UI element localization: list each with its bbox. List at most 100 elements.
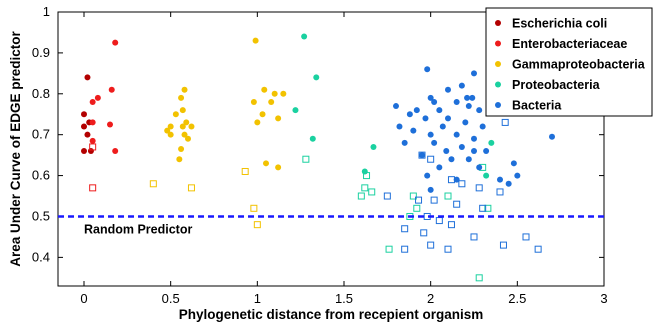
data-point-gammaproteobacteria bbox=[268, 98, 275, 105]
data-point-escherichia-coli bbox=[84, 74, 91, 81]
legend-label-escherichia-coli: Escherichia coli bbox=[512, 17, 607, 31]
data-point-gammaproteobacteria bbox=[178, 94, 185, 101]
y-tick-label: 0.9 bbox=[32, 45, 50, 60]
data-point-open-proteobacteria bbox=[444, 192, 452, 200]
data-point-proteobacteria bbox=[309, 135, 316, 142]
legend-label-gammaproteobacteria: Gammaproteobacteria bbox=[512, 58, 646, 72]
data-point-open-proteobacteria bbox=[361, 184, 369, 192]
data-point-bacteria bbox=[436, 164, 443, 171]
data-point-bacteria bbox=[469, 94, 476, 101]
data-point-gammaproteobacteria bbox=[275, 164, 282, 171]
legend-box bbox=[485, 7, 653, 117]
data-point-bacteria bbox=[436, 107, 443, 114]
data-point-open-bacteria bbox=[401, 245, 409, 253]
data-point-gammaproteobacteria bbox=[164, 127, 171, 134]
y-tick-label: 0.6 bbox=[32, 168, 50, 183]
data-point-open-proteobacteria bbox=[385, 245, 393, 253]
data-point-gammaproteobacteria bbox=[263, 160, 269, 167]
data-point-open-bacteria bbox=[447, 221, 455, 229]
data-point-proteobacteria bbox=[361, 168, 368, 175]
data-point-bacteria bbox=[497, 176, 503, 183]
legend-label-enterobacteriaceae: Enterobacteriaceae bbox=[512, 37, 627, 51]
data-point-bacteria bbox=[464, 94, 471, 101]
data-point-bacteria bbox=[465, 103, 472, 110]
x-tick-label: 2.5 bbox=[508, 291, 526, 306]
data-point-gammaproteobacteria bbox=[252, 37, 259, 44]
data-point-open-bacteria bbox=[444, 245, 452, 253]
legend-marker-gammaproteobacteria bbox=[495, 61, 501, 67]
data-point-open-bacteria bbox=[470, 233, 478, 241]
data-point-enterobacteriaceae bbox=[94, 94, 101, 101]
data-point-gammaproteobacteria bbox=[275, 115, 282, 122]
data-point-gammaproteobacteria bbox=[178, 146, 185, 152]
data-point-bacteria bbox=[396, 123, 403, 130]
x-tick-label: 3 bbox=[600, 291, 607, 306]
data-point-enterobacteriaceae bbox=[89, 137, 96, 144]
data-point-enterobacteriaceae bbox=[112, 148, 119, 155]
data-point-open-proteobacteria bbox=[368, 188, 376, 196]
x-tick-label: 1.5 bbox=[335, 291, 353, 306]
data-point-bacteria bbox=[465, 156, 472, 163]
data-point-gammaproteobacteria bbox=[181, 86, 188, 93]
data-point-gammaproteobacteria bbox=[271, 90, 278, 97]
data-point-open-bacteria bbox=[453, 200, 461, 208]
data-point-open-bacteria bbox=[383, 192, 391, 200]
data-point-gammaproteobacteria bbox=[179, 107, 186, 114]
data-point-proteobacteria bbox=[301, 33, 308, 40]
data-point-gammaproteobacteria bbox=[254, 119, 261, 126]
data-point-bacteria bbox=[471, 148, 477, 155]
data-point-bacteria bbox=[483, 148, 490, 155]
data-point-open-enterobacteriaceae bbox=[89, 143, 97, 151]
data-point-bacteria bbox=[445, 115, 451, 122]
data-point-open-proteobacteria bbox=[484, 204, 492, 212]
data-point-open-gammaproteobacteria bbox=[187, 184, 195, 192]
data-point-bacteria bbox=[471, 135, 477, 142]
data-point-bacteria bbox=[427, 94, 434, 101]
legend: Escherichia coli Enterobacteriaceae Gammap… bbox=[485, 7, 653, 117]
data-point-bacteria bbox=[505, 180, 512, 187]
data-point-bacteria bbox=[424, 172, 431, 179]
data-point-bacteria bbox=[439, 123, 446, 130]
data-point-gammaproteobacteria bbox=[261, 86, 268, 93]
data-point-open-bacteria bbox=[401, 225, 409, 233]
data-point-bacteria bbox=[413, 107, 420, 114]
data-point-open-bacteria bbox=[479, 204, 487, 212]
y-axis-label: Area Under Curve of EDGE predictor bbox=[8, 30, 23, 266]
plot-area-frame bbox=[57, 11, 605, 287]
data-point-open-gammaproteobacteria bbox=[149, 180, 157, 188]
data-point-open-gammaproteobacteria bbox=[241, 167, 249, 175]
data-point-bacteria bbox=[406, 111, 413, 118]
data-point-bacteria bbox=[410, 127, 417, 134]
data-point-bacteria bbox=[476, 107, 483, 114]
legend-marker-escherichia-coli bbox=[495, 20, 501, 26]
data-point-gammaproteobacteria bbox=[176, 156, 183, 163]
data-point-open-bacteria bbox=[458, 180, 466, 188]
x-axis-label: Phylogenetic distance from recepient org… bbox=[179, 307, 484, 322]
data-point-proteobacteria bbox=[292, 107, 299, 114]
data-point-enterobacteriaceae bbox=[112, 39, 119, 46]
data-point-open-bacteria bbox=[499, 241, 507, 249]
data-point-open-proteobacteria bbox=[409, 192, 417, 200]
data-point-bacteria bbox=[422, 115, 429, 122]
data-point-proteobacteria bbox=[313, 74, 320, 81]
data-point-gammaproteobacteria bbox=[167, 123, 174, 130]
data-point-bacteria bbox=[471, 70, 477, 77]
data-point-escherichia-coli bbox=[81, 148, 87, 155]
data-point-open-bacteria bbox=[501, 118, 509, 126]
data-point-bacteria bbox=[479, 123, 486, 130]
data-point-open-proteobacteria bbox=[475, 274, 483, 282]
data-point-gammaproteobacteria bbox=[172, 111, 179, 118]
data-point-bacteria bbox=[401, 139, 408, 146]
data-point-gammaproteobacteria bbox=[179, 123, 186, 130]
data-point-gammaproteobacteria bbox=[183, 119, 190, 126]
data-point-bacteria bbox=[431, 139, 438, 146]
y-tick-label: 0.7 bbox=[32, 127, 50, 142]
data-point-gammaproteobacteria bbox=[188, 123, 195, 130]
data-point-bacteria bbox=[453, 98, 460, 105]
data-point-bacteria bbox=[445, 86, 451, 93]
data-point-open-gammaproteobacteria bbox=[250, 204, 258, 212]
data-point-enterobacteriaceae bbox=[107, 121, 113, 128]
data-point-open-proteobacteria bbox=[413, 204, 421, 212]
data-point-bacteria bbox=[427, 186, 434, 193]
